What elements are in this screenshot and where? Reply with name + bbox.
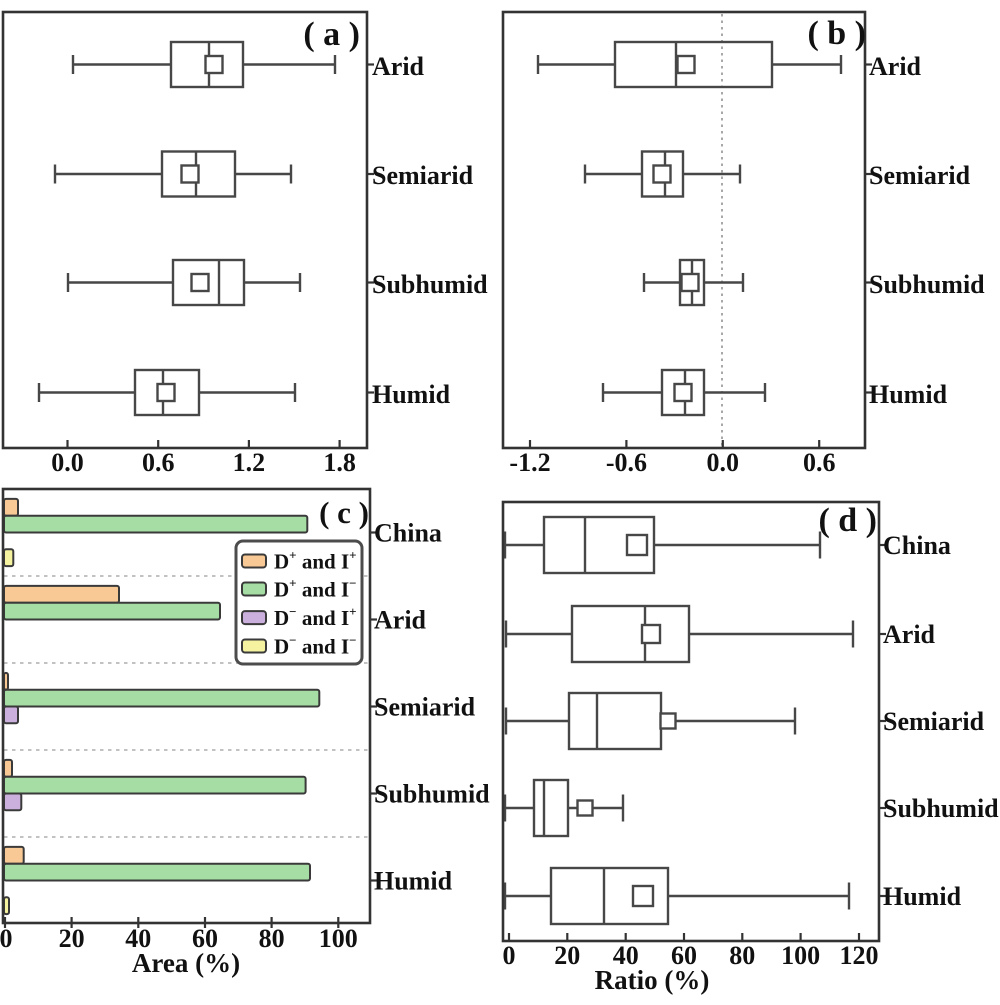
svg-text:Semiarid: Semiarid	[869, 161, 971, 190]
svg-text:40: 40	[613, 941, 639, 970]
svg-text:0.6: 0.6	[142, 448, 175, 477]
svg-text:60: 60	[671, 941, 697, 970]
svg-text:40: 40	[125, 924, 151, 953]
svg-text:( b ): ( b )	[807, 15, 866, 52]
svg-text:-0.6: -0.6	[606, 448, 647, 477]
svg-text:60: 60	[192, 924, 218, 953]
svg-text:100: 100	[319, 924, 358, 953]
svg-text:( d ): ( d )	[818, 502, 877, 539]
svg-text:Semiarid: Semiarid	[883, 707, 985, 736]
svg-text:Humid: Humid	[372, 380, 451, 409]
svg-text:Subhumid: Subhumid	[869, 270, 985, 299]
svg-text:0: 0	[0, 924, 13, 953]
svg-text:0.6: 0.6	[803, 448, 836, 477]
svg-text:Ratio (%): Ratio (%)	[595, 965, 710, 995]
svg-text:Arid: Arid	[374, 605, 427, 634]
svg-text:Arid: Arid	[869, 52, 922, 81]
svg-text:1.8: 1.8	[323, 448, 356, 477]
svg-text:100: 100	[781, 941, 820, 970]
svg-text:Subhumid: Subhumid	[372, 270, 488, 299]
svg-text:Humid: Humid	[869, 380, 948, 409]
svg-text:0.0: 0.0	[51, 448, 84, 477]
svg-text:Subhumid: Subhumid	[374, 779, 490, 808]
svg-text:Semiarid: Semiarid	[374, 692, 476, 721]
svg-text:Humid: Humid	[374, 866, 453, 895]
svg-text:20: 20	[554, 941, 580, 970]
svg-text:D+ and I+: D+ and I+	[274, 548, 357, 574]
svg-text:-1.2: -1.2	[509, 448, 550, 477]
svg-text:Area (%): Area (%)	[132, 948, 240, 978]
svg-text:D− and I+: D− and I+	[274, 604, 357, 630]
svg-text:China: China	[883, 531, 951, 560]
svg-text:80: 80	[729, 941, 755, 970]
svg-text:( c ): ( c )	[319, 495, 369, 530]
svg-text:China: China	[374, 518, 442, 547]
svg-text:0: 0	[503, 941, 516, 970]
svg-text:D+ and I−: D+ and I−	[274, 576, 357, 602]
svg-text:0.0: 0.0	[707, 448, 740, 477]
svg-text:Subhumid: Subhumid	[883, 794, 999, 823]
svg-text:20: 20	[59, 924, 85, 953]
svg-text:Arid: Arid	[883, 620, 936, 649]
svg-text:D− and I−: D− and I−	[274, 633, 357, 659]
svg-text:120: 120	[840, 941, 879, 970]
svg-text:Humid: Humid	[883, 882, 962, 911]
svg-text:1.2: 1.2	[233, 448, 266, 477]
svg-text:80: 80	[259, 924, 285, 953]
svg-text:Semiarid: Semiarid	[372, 161, 474, 190]
svg-text:( a ): ( a )	[303, 16, 360, 53]
svg-text:Arid: Arid	[372, 52, 425, 81]
